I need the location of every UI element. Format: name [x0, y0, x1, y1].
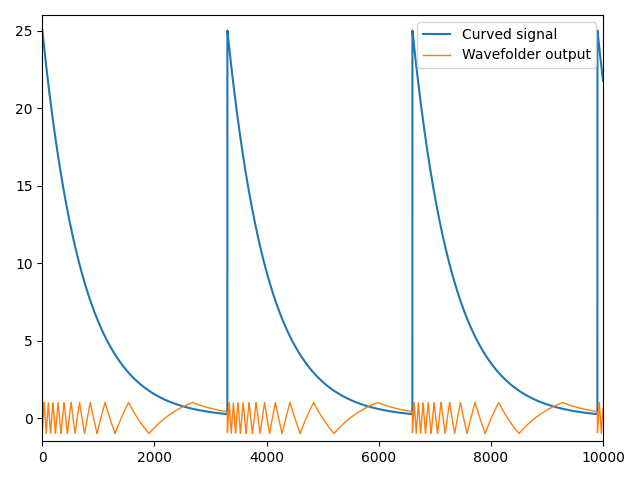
Curved signal	[570, 408, 577, 414]
Wavefolder output	[599, 406, 607, 411]
Curved signal	[313, 373, 321, 379]
Wavefolder output	[38, 430, 46, 435]
Curved signal	[61, 198, 69, 204]
Wavefolder output	[313, 405, 321, 411]
Curved signal	[72, 247, 80, 252]
Wavefolder output	[189, 400, 196, 406]
Legend: Curved signal, Wavefolder output: Curved signal, Wavefolder output	[417, 22, 596, 68]
Wavefolder output	[570, 403, 577, 409]
Wavefolder output	[61, 414, 69, 420]
Wavefolder output	[41, 410, 49, 416]
Curved signal	[148, 390, 156, 396]
Curved signal	[41, 51, 49, 57]
Curved signal	[223, 411, 231, 417]
Line: Wavefolder output: Wavefolder output	[42, 403, 603, 433]
Curved signal	[38, 28, 46, 34]
Curved signal	[599, 78, 607, 84]
Wavefolder output	[148, 427, 156, 432]
Wavefolder output	[63, 431, 71, 436]
Wavefolder output	[72, 424, 80, 430]
Line: Curved signal: Curved signal	[42, 31, 603, 414]
